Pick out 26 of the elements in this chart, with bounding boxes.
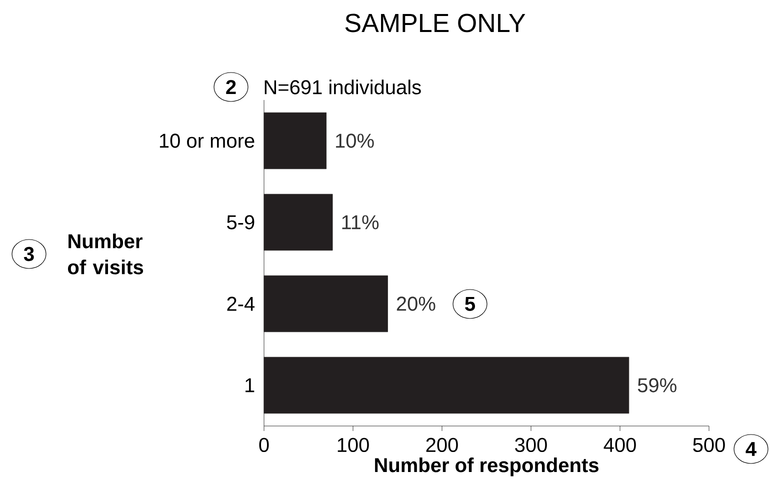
annotation: 5 <box>465 297 476 311</box>
bar <box>264 194 333 251</box>
chart-subtitle: N=691 individuals <box>264 80 421 94</box>
x-tick-label: 300 <box>515 438 547 452</box>
y-tick-label: 2-4 <box>227 296 255 311</box>
chart-title: SAMPLE ONLY <box>345 14 526 32</box>
x-axis-title: Number of respondents <box>375 458 598 476</box>
bar <box>264 356 630 414</box>
x-tick-label: 400 <box>604 438 636 452</box>
annotation: 10% <box>336 134 374 148</box>
bar <box>264 275 388 332</box>
y-tick-label: 5-9 <box>227 215 254 230</box>
annotation: 20% <box>396 296 436 311</box>
text: 4 <box>746 442 756 456</box>
x-tick-label: 200 <box>426 438 458 452</box>
y-tick-label: 10 or more <box>160 134 254 148</box>
text: 3 <box>24 246 34 262</box>
annotation: 11% <box>342 215 379 230</box>
y-tick-label: 1 <box>246 378 254 392</box>
y-axis-title: Number of visits <box>68 234 144 274</box>
annotation: 59% <box>638 378 676 392</box>
bar <box>264 112 327 170</box>
text: 2 <box>226 80 236 94</box>
x-tick-label: 100 <box>338 438 369 452</box>
x-tick-label: 0 <box>259 438 269 452</box>
x-tick-label: 500 <box>693 438 725 452</box>
